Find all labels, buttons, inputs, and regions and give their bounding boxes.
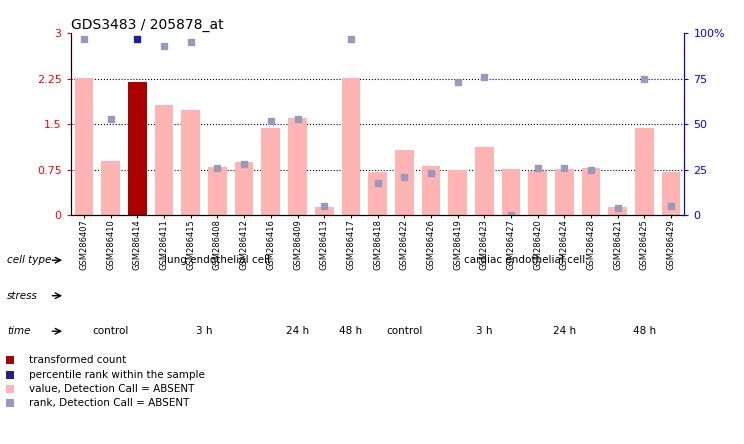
Bar	[288, 118, 307, 215]
Point	[78, 35, 90, 42]
Text: hypoxia: hypoxia	[237, 291, 278, 301]
Point	[4, 371, 16, 378]
Text: 24 h: 24 h	[286, 326, 309, 336]
Point	[4, 385, 16, 392]
Point	[105, 115, 117, 123]
Text: 3 h: 3 h	[196, 326, 212, 336]
Text: stress: stress	[7, 291, 38, 301]
Point	[398, 174, 410, 181]
Text: rank, Detection Call = ABSENT: rank, Detection Call = ABSENT	[28, 398, 189, 408]
Bar	[208, 167, 227, 215]
Text: value, Detection Call = ABSENT: value, Detection Call = ABSENT	[28, 384, 194, 394]
Point	[4, 357, 16, 364]
Bar	[582, 168, 600, 215]
Bar	[101, 161, 120, 215]
Point	[532, 164, 544, 171]
Point	[372, 179, 384, 186]
Point	[425, 170, 437, 177]
Text: 48 h: 48 h	[339, 326, 362, 336]
Text: hypoxia: hypoxia	[544, 291, 585, 301]
Point	[292, 115, 304, 123]
Point	[265, 117, 277, 124]
Bar	[449, 170, 467, 215]
Point	[505, 212, 517, 219]
Text: transformed count: transformed count	[28, 355, 126, 365]
Bar	[528, 171, 547, 215]
Bar	[662, 172, 681, 215]
Bar	[555, 169, 574, 215]
Text: cell type: cell type	[7, 255, 51, 265]
Text: lung endothelial cell: lung endothelial cell	[164, 255, 271, 265]
Bar	[315, 207, 333, 215]
Text: control: control	[386, 326, 423, 336]
Text: 24 h: 24 h	[553, 326, 576, 336]
Text: 48 h: 48 h	[633, 326, 656, 336]
Point	[478, 73, 490, 80]
Point	[638, 75, 650, 83]
Point	[318, 203, 330, 210]
Bar	[74, 78, 93, 215]
Point	[345, 35, 357, 42]
Text: GDS3483 / 205878_at: GDS3483 / 205878_at	[71, 18, 223, 32]
Bar	[128, 83, 147, 215]
Point	[612, 205, 623, 212]
Bar	[475, 147, 494, 215]
Point	[665, 203, 677, 210]
Bar	[609, 207, 627, 215]
Point	[452, 79, 464, 86]
Bar	[422, 166, 440, 215]
Text: normoxia: normoxia	[380, 291, 429, 301]
Text: control: control	[92, 326, 129, 336]
Point	[4, 400, 16, 407]
Bar	[368, 172, 387, 215]
Bar	[261, 128, 280, 215]
Point	[585, 166, 597, 174]
Text: 3 h: 3 h	[476, 326, 493, 336]
Point	[185, 39, 196, 46]
Bar	[235, 162, 254, 215]
Point	[559, 164, 571, 171]
Bar	[182, 110, 200, 215]
Bar	[341, 78, 360, 215]
Bar	[501, 169, 520, 215]
Text: cardiac endothelial cell: cardiac endothelial cell	[464, 255, 585, 265]
Point	[238, 161, 250, 168]
Bar	[395, 151, 414, 215]
Point	[132, 35, 144, 42]
Text: normoxia: normoxia	[86, 291, 135, 301]
Text: time: time	[7, 326, 31, 336]
Bar	[155, 105, 173, 215]
Text: percentile rank within the sample: percentile rank within the sample	[28, 369, 205, 380]
Bar	[635, 128, 654, 215]
Point	[158, 43, 170, 50]
Point	[211, 164, 223, 171]
